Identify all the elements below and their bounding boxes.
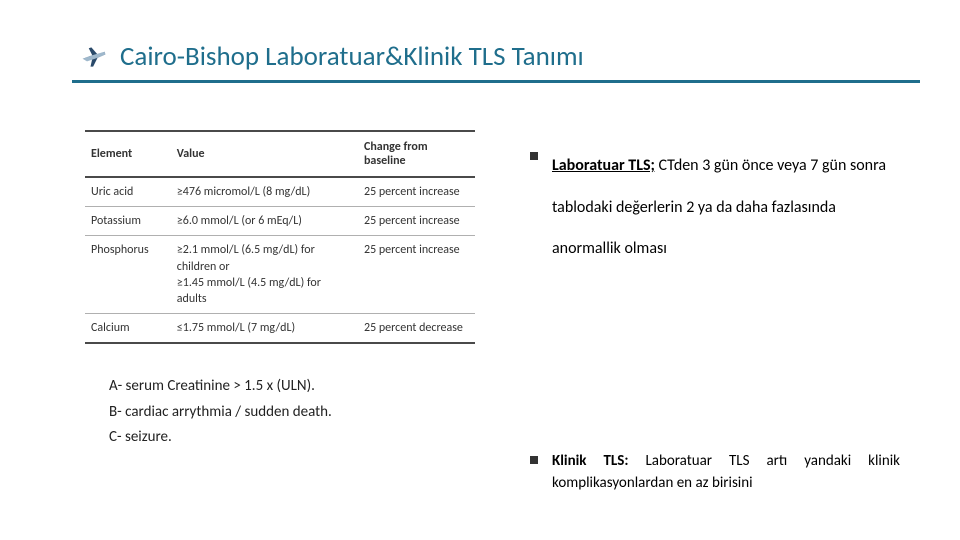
header: Cairo-Bishop Laboratuar&Klinik TLS Tanım… xyxy=(80,40,920,73)
lab-tls-definition: Laboratuar TLS; CTden 3 gün önce veya 7 … xyxy=(530,145,900,270)
cell-change: 25 percent increase xyxy=(358,207,475,236)
table-header-row: Element Value Change from baseline xyxy=(85,131,475,177)
right-column: Laboratuar TLS; CTden 3 gün önce veya 7 … xyxy=(475,130,900,520)
clinical-item-a: A- serum Creatinine > 1.5 x (ULN). xyxy=(109,374,475,400)
clinical-item-c: C- seizure. xyxy=(109,425,475,451)
left-column: Element Value Change from baseline Uric … xyxy=(85,130,475,520)
cell-value: ≥476 micromol/L (8 mg/dL) xyxy=(171,177,358,207)
content-area: Element Value Change from baseline Uric … xyxy=(85,130,900,520)
cell-change: 25 percent decrease xyxy=(358,314,475,344)
col-header-value: Value xyxy=(171,131,358,177)
cell-element: Calcium xyxy=(85,314,171,344)
lab-tls-lead: Laboratuar TLS; xyxy=(552,156,655,175)
clinical-tls-lead: Klinik TLS: xyxy=(552,452,628,470)
cell-change: 25 percent increase xyxy=(358,177,475,207)
table-row: Phosphorus ≥2.1 mmol/L (6.5 mg/dL) for c… xyxy=(85,236,475,314)
cell-value: ≥6.0 mmol/L (or 6 mEq/L) xyxy=(171,207,358,236)
clinical-tls-definition: Klinik TLS: Laboratuar TLS artı yandaki … xyxy=(530,450,900,495)
lab-tls-text: Laboratuar TLS; CTden 3 gün önce veya 7 … xyxy=(552,145,900,270)
cell-value: ≥2.1 mmol/L (6.5 mg/dL) for children or … xyxy=(171,236,358,314)
clinical-criteria-list: A- serum Creatinine > 1.5 x (ULN). B- ca… xyxy=(85,374,475,451)
col-header-change: Change from baseline xyxy=(358,131,475,177)
clinical-item-b: B- cardiac arrythmia / sudden death. xyxy=(109,400,475,426)
cell-element: Potassium xyxy=(85,207,171,236)
table-row: Uric acid ≥476 micromol/L (8 mg/dL) 25 p… xyxy=(85,177,475,207)
table-row: Calcium ≤1.75 mmol/L (7 mg/dL) 25 percen… xyxy=(85,314,475,344)
lab-values-table: Element Value Change from baseline Uric … xyxy=(85,130,475,344)
square-bullet-icon xyxy=(530,152,538,160)
page-title: Cairo-Bishop Laboratuar&Klinik TLS Tanım… xyxy=(120,40,584,73)
cell-element: Uric acid xyxy=(85,177,171,207)
col-header-element: Element xyxy=(85,131,171,177)
cell-element: Phosphorus xyxy=(85,236,171,314)
table-row: Potassium ≥6.0 mmol/L (or 6 mEq/L) 25 pe… xyxy=(85,207,475,236)
clinical-tls-text: Klinik TLS: Laboratuar TLS artı yandaki … xyxy=(552,450,900,495)
title-underline xyxy=(72,80,920,83)
cell-change: 25 percent increase xyxy=(358,236,475,314)
plane-icon xyxy=(80,43,108,71)
square-bullet-icon xyxy=(530,456,538,464)
cell-value: ≤1.75 mmol/L (7 mg/dL) xyxy=(171,314,358,344)
